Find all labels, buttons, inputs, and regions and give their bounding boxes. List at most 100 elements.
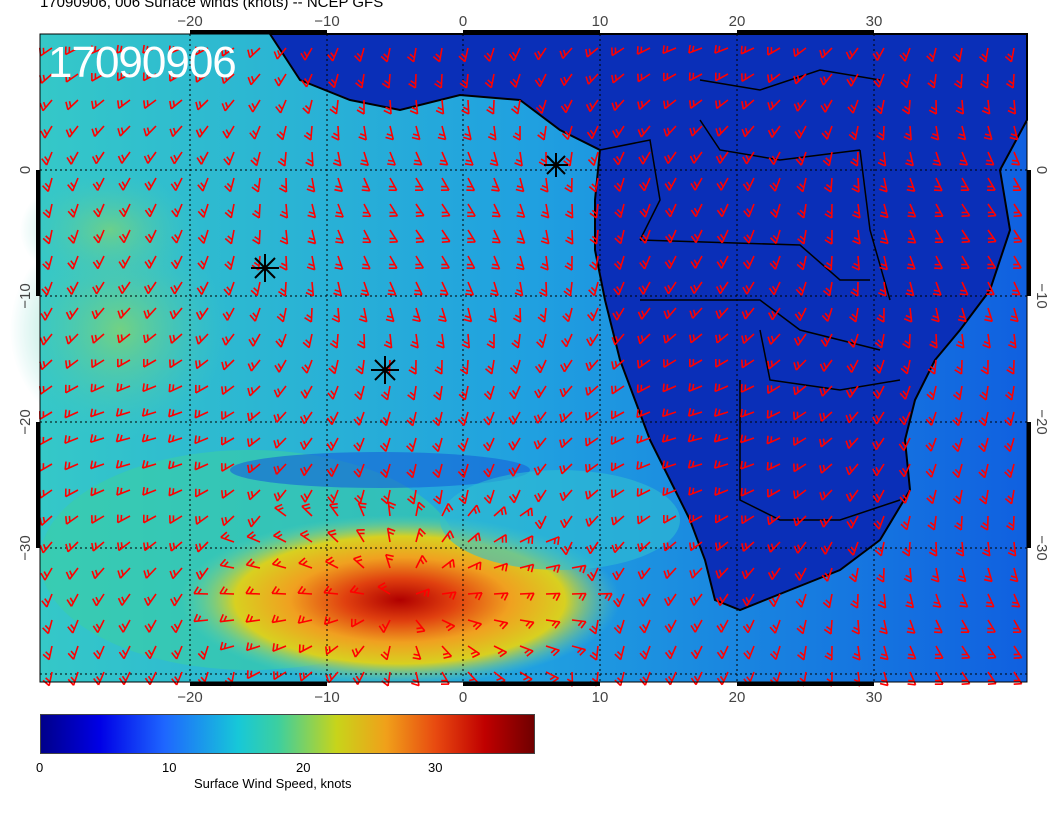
wind-barb	[872, 47, 885, 61]
lon-tick: 30	[866, 13, 883, 30]
wind-barb	[742, 255, 755, 270]
wind-barb	[380, 411, 391, 427]
wind-barb	[662, 45, 677, 55]
wind-barb	[169, 73, 183, 82]
wind-barb	[819, 385, 833, 397]
wind-barb	[519, 507, 534, 517]
wind-barb	[67, 619, 79, 634]
colorbar-title: Surface Wind Speed, knots	[194, 776, 352, 791]
wind-barb	[793, 333, 807, 346]
wind-barb	[846, 73, 859, 87]
wind-barb	[1013, 203, 1023, 217]
wind-barb	[275, 333, 287, 348]
wind-barb	[273, 530, 287, 543]
wind-barb	[767, 567, 781, 581]
wind-barb	[326, 411, 339, 426]
wind-barb	[467, 645, 481, 659]
wind-barb	[247, 411, 261, 422]
wind-barb	[952, 47, 963, 63]
wind-barb	[252, 229, 261, 245]
wind-barb	[930, 567, 940, 583]
wind-barb	[586, 125, 599, 140]
wind-barb	[563, 281, 573, 297]
wind-barb	[906, 619, 916, 634]
wind-barb	[636, 488, 651, 498]
wind-barb	[740, 384, 755, 393]
wind-barb	[483, 385, 495, 400]
wind-barb	[898, 411, 911, 426]
wind-barb	[820, 99, 833, 113]
wind-barb	[796, 177, 807, 193]
wind-barb	[380, 645, 391, 661]
wind-barb	[491, 203, 501, 218]
wind-barb	[457, 411, 469, 426]
wind-barb	[358, 307, 368, 323]
wind-barb	[301, 73, 313, 88]
wind-barb	[612, 307, 625, 321]
wind-barb	[982, 333, 991, 349]
wind-barb	[387, 501, 397, 517]
wind-barb	[117, 281, 131, 295]
wind-barb	[900, 359, 911, 375]
wind-barb	[67, 177, 79, 192]
wind-barb	[273, 385, 287, 398]
wind-barb	[221, 359, 235, 371]
wind-barb	[143, 593, 157, 606]
wind-barb	[741, 307, 755, 320]
wind-barb	[493, 619, 509, 630]
wind-barb	[411, 125, 421, 141]
wind-barb	[64, 435, 79, 445]
wind-barb	[432, 463, 443, 479]
wind-barb	[142, 72, 157, 82]
wind-barb	[247, 437, 261, 448]
wind-barb	[1011, 281, 1021, 296]
wind-barb	[559, 411, 573, 423]
lat-tick: −20	[17, 409, 34, 434]
wind-barb	[515, 177, 525, 193]
map-plot-area	[10, 33, 1028, 687]
wind-barb	[220, 47, 235, 57]
wind-barb	[93, 229, 105, 244]
wind-barb	[537, 125, 547, 141]
wind-barb	[847, 99, 859, 114]
wind-barb	[742, 177, 755, 192]
wind-barb	[327, 529, 339, 543]
storm-marker	[251, 254, 279, 282]
wind-barb	[662, 383, 677, 393]
wind-barb	[819, 489, 833, 501]
wind-barb	[64, 46, 79, 56]
wind-barb	[482, 437, 495, 452]
wind-barb	[489, 151, 499, 167]
wind-barb	[195, 359, 209, 370]
wind-barb	[483, 47, 495, 62]
wind-barb	[279, 255, 288, 271]
wind-barb	[612, 125, 625, 139]
wind-barb	[767, 385, 781, 394]
wind-barb	[116, 487, 131, 496]
wind-barb	[143, 125, 157, 137]
wind-barbs	[38, 44, 1023, 687]
wind-barb	[64, 73, 79, 83]
wind-barb	[960, 177, 970, 192]
wind-barb	[934, 619, 943, 634]
wind-barb	[928, 99, 938, 115]
wind-barb	[846, 515, 859, 529]
wind-barb	[65, 567, 79, 580]
wind-barb	[905, 593, 915, 609]
wind-barb	[141, 408, 157, 417]
wind-barb	[687, 433, 703, 443]
wind-barb	[118, 671, 131, 686]
wind-barb	[610, 462, 625, 472]
wind-barb	[461, 99, 470, 115]
wind-barb	[143, 358, 157, 368]
wind-barb	[512, 125, 521, 141]
storm-marker	[544, 153, 568, 177]
wind-barb	[905, 151, 914, 167]
wind-barb	[247, 463, 261, 474]
wind-barb	[741, 541, 755, 552]
wind-barb	[985, 281, 995, 296]
wind-barb	[355, 73, 365, 89]
wind-barb	[597, 592, 613, 602]
wind-barb	[379, 463, 391, 479]
wind-barb	[663, 125, 677, 137]
